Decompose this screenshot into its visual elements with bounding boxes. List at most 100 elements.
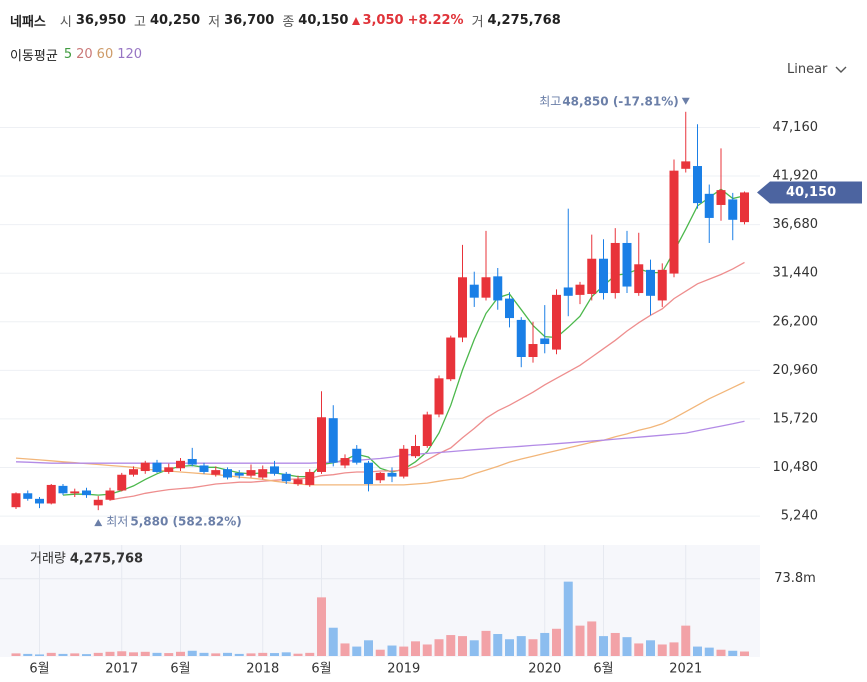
candle-body xyxy=(669,170,679,274)
candle-body xyxy=(199,465,209,472)
volume-bar xyxy=(328,627,338,656)
volume-bar xyxy=(669,642,679,656)
volume-bar xyxy=(11,653,21,656)
volume-bar xyxy=(646,640,655,656)
volume-bar xyxy=(93,652,103,656)
y-tick-label: 31,440 xyxy=(773,266,819,281)
candle-body xyxy=(187,458,197,465)
volume-bar xyxy=(23,653,33,656)
legend-title: 이동평균 xyxy=(10,49,58,64)
candle-body xyxy=(516,319,526,357)
x-tick-label: 6월 xyxy=(311,662,331,677)
candle-body xyxy=(364,462,373,485)
volume-bar xyxy=(70,653,80,656)
volume-bar xyxy=(740,651,749,656)
open-label: 시 xyxy=(59,15,72,30)
up-triangle xyxy=(352,16,361,25)
y-tick-label: 15,720 xyxy=(773,411,819,426)
chevron xyxy=(835,66,847,73)
legend-entry: 5 xyxy=(63,47,73,62)
legend: 이동평균 5 20 60 120 xyxy=(10,45,146,64)
candle-body xyxy=(176,460,185,469)
volume-title: 거래량 xyxy=(30,552,66,567)
candle-body xyxy=(422,414,432,446)
open-value: 36,950 xyxy=(75,13,127,28)
x-tick-label: 2019 xyxy=(387,662,420,677)
volume-bar xyxy=(599,636,608,656)
candle-body xyxy=(728,199,738,220)
candle-body xyxy=(152,462,162,472)
candle-body xyxy=(82,490,91,496)
volume-bar xyxy=(211,653,221,656)
scale-dropdown[interactable]: Linear xyxy=(787,62,848,77)
volume-bar xyxy=(446,635,456,656)
volume-bar xyxy=(505,639,514,656)
y-tick-label: 73.8m xyxy=(774,571,816,586)
candle-body xyxy=(234,472,244,476)
last-price-tag xyxy=(757,181,862,204)
volume-bar xyxy=(223,652,232,656)
candle-body xyxy=(411,446,420,457)
moving-average-line xyxy=(15,381,745,486)
volume-bar xyxy=(117,651,127,656)
stock-name: 네패스 xyxy=(10,15,46,30)
low-label: 저 xyxy=(208,15,221,30)
close-label: 종 xyxy=(282,15,295,30)
volume-bar xyxy=(234,653,244,656)
candle-body xyxy=(317,417,326,472)
volume-bar xyxy=(246,653,256,656)
candle-body xyxy=(575,284,585,295)
legend-entry: 20 xyxy=(76,47,93,62)
volume-pane xyxy=(0,545,760,657)
volume-bar xyxy=(681,625,691,656)
volume-value: 4,275,768 xyxy=(487,13,561,28)
candle-body xyxy=(270,466,279,474)
candle-body xyxy=(481,277,491,298)
candle-body xyxy=(105,490,115,500)
x-tick-label: 6월 xyxy=(170,662,190,677)
y-tick-label: 10,480 xyxy=(773,460,819,475)
volume-bar xyxy=(575,625,585,656)
candle-body xyxy=(681,161,691,169)
volume-bar xyxy=(129,652,138,656)
candle-body xyxy=(634,264,644,294)
volume-bar xyxy=(387,645,397,656)
volume-bar xyxy=(270,653,279,656)
volume-bar xyxy=(728,650,738,656)
candle-body xyxy=(387,472,397,477)
candle-body xyxy=(23,493,33,499)
candle-body xyxy=(375,472,385,481)
volume-bar xyxy=(58,653,68,656)
volume-bar xyxy=(411,641,420,656)
volume-bar xyxy=(176,651,185,656)
volume-bar xyxy=(716,649,726,656)
candle-body xyxy=(528,344,538,357)
volume-bar xyxy=(105,651,115,656)
candle-body xyxy=(610,242,620,294)
candle-body xyxy=(35,498,44,504)
candle-body xyxy=(693,166,702,204)
y-tick-label: 26,200 xyxy=(773,314,819,329)
low-value: 36,700 xyxy=(224,13,275,28)
candle-body xyxy=(129,469,138,475)
candle-body xyxy=(704,193,714,218)
volume-bar xyxy=(657,644,667,656)
volume-bar xyxy=(481,630,491,656)
volume-bar xyxy=(587,621,597,656)
volume-bar xyxy=(82,654,91,656)
candle-body xyxy=(70,491,80,494)
y-tick-label: 20,960 xyxy=(773,363,819,378)
volume-bar xyxy=(634,643,644,656)
max-marker xyxy=(681,97,690,105)
candle-body xyxy=(657,269,667,301)
volume-bar xyxy=(399,646,409,656)
candle-body xyxy=(599,258,608,294)
candle-body xyxy=(399,448,409,477)
volume-bar xyxy=(317,597,326,656)
min-marker xyxy=(94,519,103,527)
volume-bar xyxy=(540,632,550,656)
volume-bar xyxy=(46,652,56,656)
volume-bar xyxy=(493,634,503,656)
candle-body xyxy=(446,337,456,380)
